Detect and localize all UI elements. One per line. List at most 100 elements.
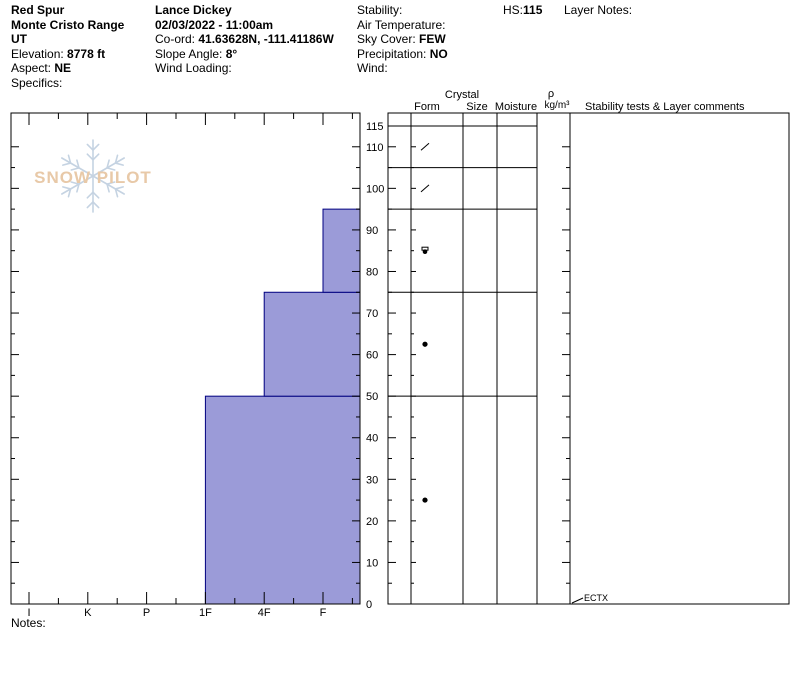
hardness-tick-label: 1F [199,607,212,619]
flake-branch [106,183,110,193]
hs-value: 115 [523,3,543,17]
stability-label: Stability: [357,3,403,17]
flake-branch [92,143,100,151]
depth-tick-label: 100 [366,183,384,195]
flake-branch [62,162,72,166]
depth-tick-label: 115 [366,121,384,133]
crystal-heading: Crystal [445,89,479,101]
precip-row: Precipitation: NO [357,46,448,61]
depth-tick-label: 20 [366,516,378,528]
flake-branch [106,159,110,169]
precip-value: NO [429,46,448,61]
flake-branch [114,154,119,164]
hardness-bottom-ticks [28,592,353,604]
watermark-text: SNOW PILOT [34,168,152,187]
specifics-label: Specifics: [11,75,63,90]
aspect-value: NE [54,61,72,75]
wind-label: Wind: [357,61,388,75]
depth-tick-label: 0 [366,599,372,611]
wind-loading-label: Wind Loading: [155,61,232,75]
flake-branch [114,186,124,190]
hardness-bar [263,291,361,397]
depth-tick-label: 110 [366,142,384,154]
flake-branch [70,167,80,171]
flake-branch [92,153,100,161]
site-info: Red Spur Monte Cristo Range UT Elevation… [11,3,124,90]
hardness-top-ticks [28,113,353,125]
flake-arm [92,157,125,177]
observer-info: Lance Dickey 02/03/2022 - 11:00am Co-ord… [155,3,334,76]
faceted-rounded-dot [422,249,428,254]
depth-tick-label: 90 [366,225,378,237]
sky-value: FEW [419,32,446,46]
comments-heading: Stability tests & Layer comments [585,101,745,113]
flake-branch [86,201,94,209]
depth-tick-label: 50 [366,391,378,403]
site-state: UT [11,32,27,46]
flake-branch [86,153,94,161]
flake-branch [106,167,116,171]
rounded-grain-icon [422,341,428,347]
snowflake-icon [61,139,125,213]
test-label: ECTX [584,593,608,603]
hardness-tick-label: P [143,607,150,619]
depth-tick-label: 60 [366,350,378,362]
observer-name: Lance Dickey [155,3,232,17]
flake-branch [86,143,94,151]
flake-branch [76,183,80,193]
sky-row: Sky Cover: FEW [357,32,446,46]
flake-branch [114,188,119,198]
left-depth-ticks [11,146,19,584]
flake-arm [92,175,125,195]
table-depth-ticks [388,146,570,584]
flake-branch [106,181,116,185]
depth-tick-label: 30 [366,474,378,486]
decomposing-grain-icon [420,184,430,193]
coord-row: Co-ord: 41.63628N, -111.41186W [155,32,334,46]
form-heading: Form [414,101,440,113]
flake-arm [61,175,94,195]
hardness-tick-label: K [84,607,92,619]
depth-tick-label: 80 [366,266,378,278]
flake-branch [86,191,94,199]
flake-branch [62,186,72,190]
depth-tick-label: 10 [366,557,378,569]
conditions-info: Stability: Air Temperature: Sky Cover: F… [357,3,448,76]
layer-table-columns [410,113,571,604]
depth-axis: 0 10 20 30 40 50 60 70 80 90 100 110 115 [352,113,384,611]
air-temp-label: Air Temperature: [357,17,446,32]
rho-heading: ρ [548,88,554,100]
density-unit-heading: kg/m³ [545,100,571,111]
flake-branch [76,159,80,169]
hardness-bars [204,208,361,605]
layer-table-frame [387,112,790,605]
layer-notes-label: Layer Notes: [564,3,633,17]
flake-branch [67,188,72,198]
notes-label: Notes: [11,616,46,630]
snowpilot-watermark: SNOW PILOT [34,139,152,213]
flake-branch [92,201,100,209]
slope-value: 8° [225,46,238,61]
flake-branch [114,162,124,166]
flake-branch [67,154,72,164]
observation-datetime: 02/03/2022 - 11:00am [155,17,274,32]
flake-branch [92,191,100,199]
size-heading: Size [466,101,487,113]
grain-form-symbols [420,142,430,503]
depth-tick-label: 40 [366,433,378,445]
elevation-value: 8778 ft [67,46,106,61]
flake-arm [61,157,94,177]
hardness-bar [204,395,361,605]
decomposing-grain-icon [420,142,430,151]
moisture-heading: Moisture [495,101,537,113]
site-name: Red Spur [11,3,65,17]
slope-row: Slope Angle: 8° [155,46,238,61]
hardness-tick-label: 4F [258,607,271,619]
hardness-axis-labels: I K P 1F 4F F [27,607,326,619]
coord-value: 41.63628N, -111.41186W [198,32,334,46]
site-range: Monte Cristo Range [11,17,125,32]
hs-row: HS:115 [503,3,543,17]
hardness-tick-label: F [320,607,327,619]
hardness-tick-label: I [27,607,30,619]
hardness-bar [322,208,361,293]
